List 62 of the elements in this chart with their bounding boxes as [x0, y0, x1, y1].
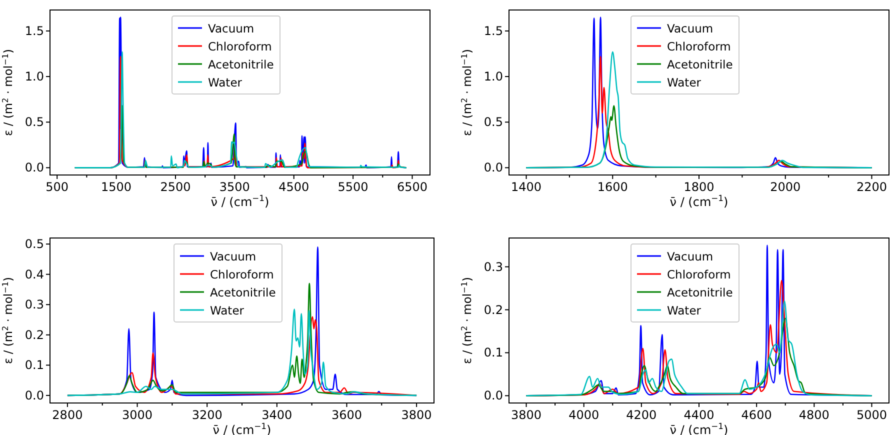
y-tick-label: 0.0 — [24, 160, 44, 175]
legend-label: Water — [210, 304, 244, 318]
x-tick-label: 2000 — [770, 180, 801, 194]
legend-label: Water — [667, 304, 702, 318]
legend-label: Acetonitrile — [667, 58, 733, 72]
legend-label: Acetonitrile — [208, 58, 274, 72]
y-tick-label: 0.5 — [24, 115, 44, 130]
x-axis-title: ν̄ / (cm$^{−1}$) — [670, 193, 728, 209]
y-tick-label: 0.5 — [24, 237, 44, 252]
legend-label: Acetonitrile — [210, 286, 276, 300]
x-tick-label: 1500 — [101, 180, 132, 194]
y-tick-label: 0.1 — [484, 346, 503, 360]
x-tick-label: 1800 — [684, 180, 714, 194]
x-axis-title: ν̄ / (cm$^{−1}$) — [210, 193, 270, 209]
x-tick-label: 3600 — [331, 408, 362, 422]
y-tick-label: 1.5 — [484, 24, 503, 38]
y-tick-label: 0.4 — [24, 267, 44, 282]
y-tick-label: 0.2 — [24, 328, 44, 342]
x-tick-label: 3000 — [122, 408, 153, 422]
x-tick-label: 2800 — [52, 408, 83, 422]
legend-label: Chloroform — [667, 40, 731, 54]
legend-label: Chloroform — [210, 268, 274, 282]
x-tick-label: 3800 — [511, 408, 542, 422]
legend-label: Chloroform — [667, 268, 731, 282]
x-tick-label: 500 — [46, 180, 69, 194]
legend-label: Vacuum — [208, 22, 254, 36]
legend-label: Vacuum — [210, 250, 256, 264]
y-tick-label: 1.5 — [24, 24, 44, 38]
legend-label: Vacuum — [667, 22, 714, 36]
x-tick-label: 3200 — [192, 408, 222, 422]
x-tick-label: 3400 — [262, 408, 292, 422]
x-tick-label: 5500 — [338, 180, 368, 194]
x-tick-label: 2200 — [856, 180, 887, 194]
legend-label: Acetonitrile — [667, 286, 733, 300]
y-tick-label: 0.1 — [24, 358, 44, 372]
x-tick-label: 4600 — [741, 408, 772, 422]
x-tick-label: 1400 — [511, 180, 542, 194]
legend-label: Vacuum — [667, 250, 714, 264]
line-series — [526, 300, 872, 396]
x-tick-label: 3500 — [219, 180, 250, 194]
x-tick-label: 3800 — [401, 408, 432, 422]
y-tick-label: 0.5 — [484, 115, 503, 130]
legend-label: Water — [667, 76, 702, 90]
y-tick-label: 0.0 — [484, 388, 503, 403]
y-tick-label: 0.3 — [24, 298, 44, 312]
y-tick-label: 0.0 — [484, 160, 503, 175]
x-tick-label: 6500 — [396, 180, 428, 194]
y-tick-label: 1.0 — [484, 70, 503, 84]
x-tick-label: 5000 — [856, 408, 887, 422]
x-tick-label: 1600 — [597, 180, 628, 194]
y-tick-label: 1.0 — [24, 70, 44, 84]
x-tick-label: 4200 — [626, 408, 657, 422]
legend-label: Water — [208, 76, 242, 90]
x-tick-label: 4500 — [278, 180, 310, 194]
y-tick-label: 0.0 — [24, 388, 44, 402]
x-tick-label: 4400 — [684, 408, 714, 422]
x-tick-label: 4800 — [798, 408, 830, 422]
x-tick-label: 4000 — [568, 408, 600, 422]
y-tick-label: 0.3 — [484, 260, 503, 274]
x-tick-label: 2500 — [160, 180, 191, 194]
y-tick-label: 0.2 — [484, 302, 503, 317]
legend-label: Chloroform — [208, 40, 272, 54]
